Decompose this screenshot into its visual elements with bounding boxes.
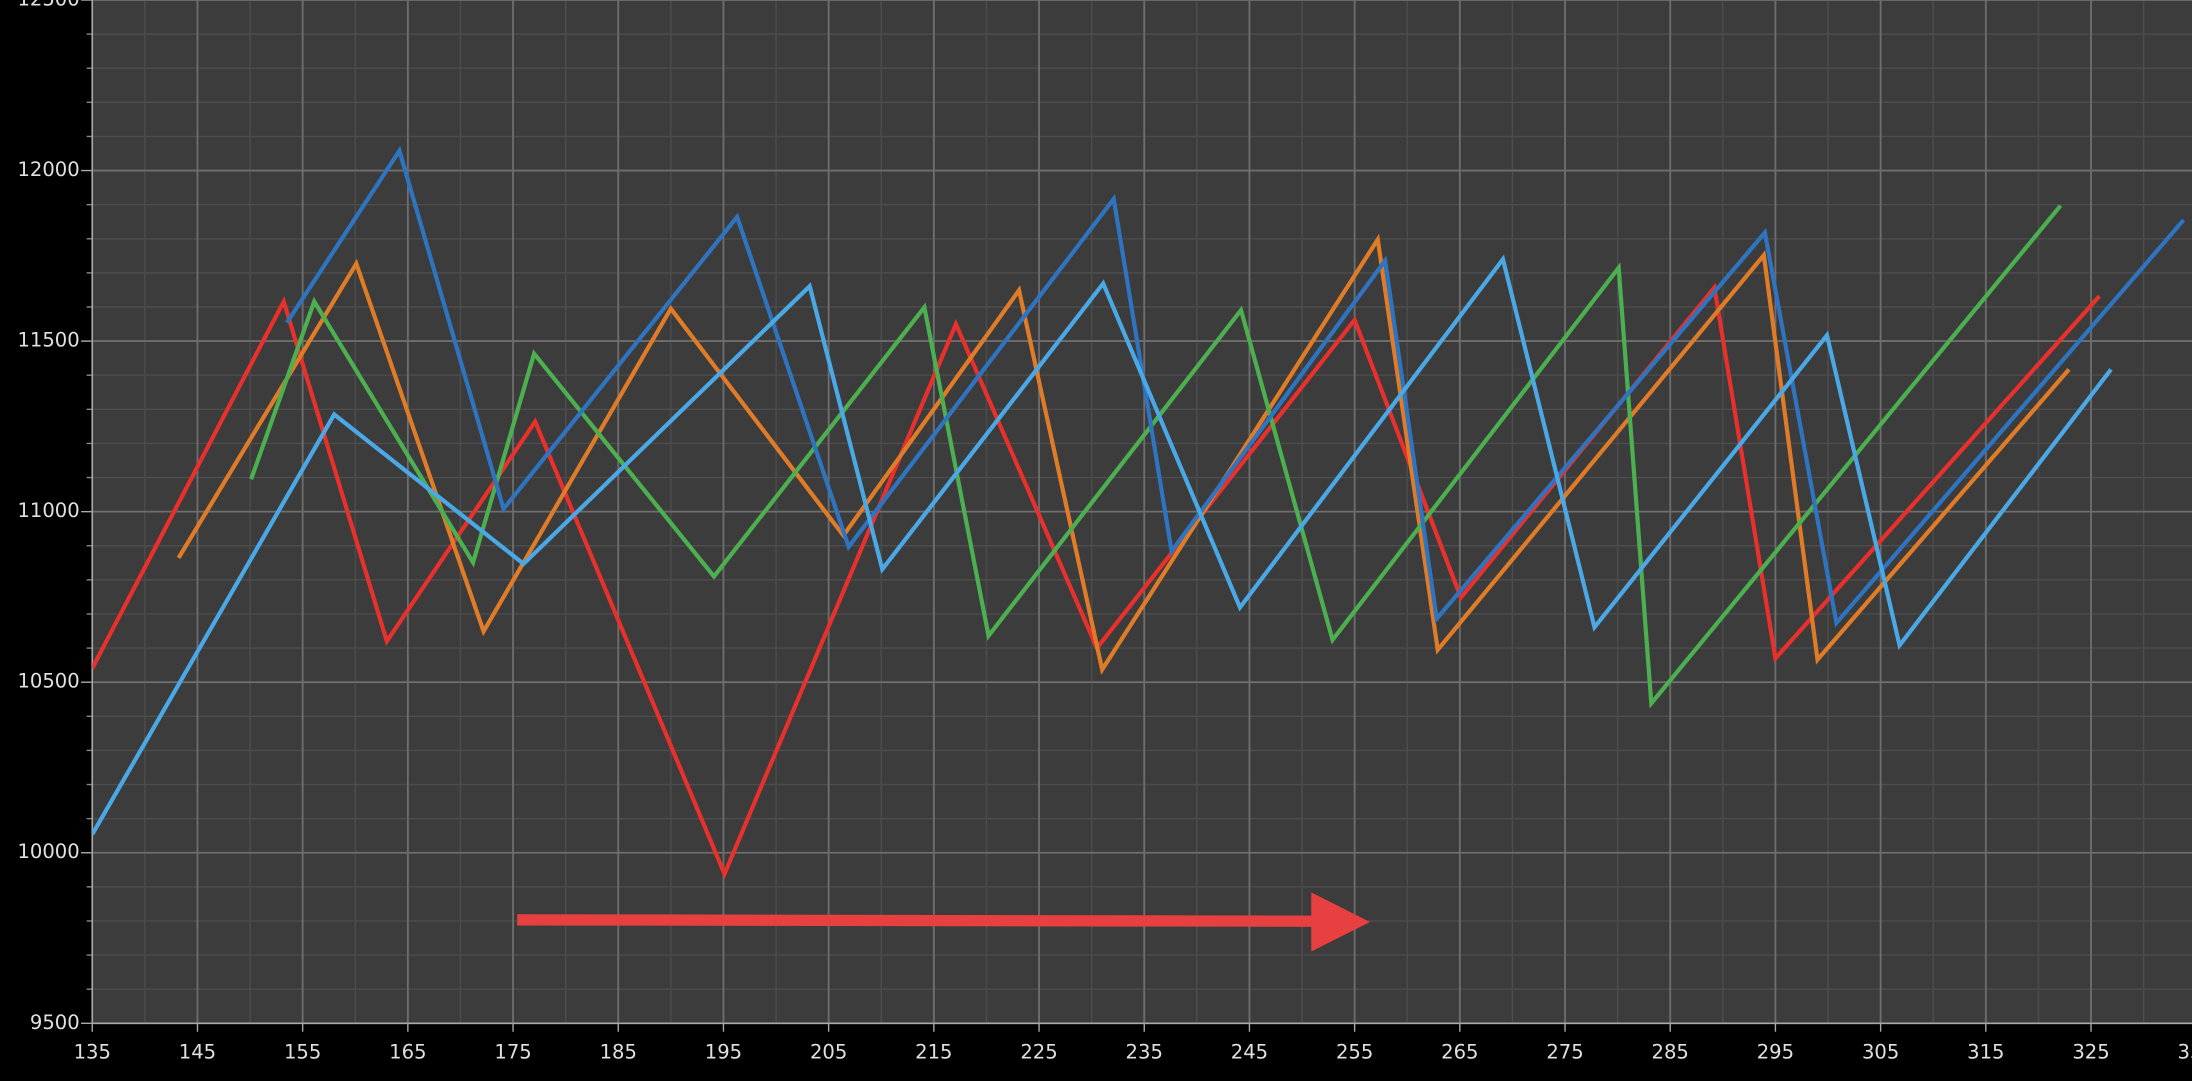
x-tick-label: 155 [284,1040,321,1063]
x-tick-label: 335 [2178,1040,2192,1063]
x-tick-label: 295 [1757,1040,1794,1063]
x-tick-label: 325 [2072,1040,2109,1063]
x-tick-label: 135 [74,1040,111,1063]
series-line [92,282,2101,880]
y-tick-label: 10000 [17,840,79,863]
x-tick-label: 185 [600,1040,637,1063]
y-tick-label: 12500 [17,0,79,11]
x-tick-label: 315 [1967,1040,2004,1063]
x-tick-label: 175 [494,1040,531,1063]
arrow-annotation [517,892,1370,952]
series-line [176,233,2071,675]
x-tick-label: 235 [1126,1040,1163,1063]
x-tick-label: 195 [705,1040,742,1063]
y-tick-label: 11500 [17,329,79,352]
x-tick-label: 285 [1652,1040,1689,1063]
arrow-head [1311,892,1370,952]
series-lines [92,145,2186,880]
y-tick-label: 11000 [17,499,79,522]
x-tick-label: 165 [389,1040,426,1063]
tick-labels: 9500 10000 10500 11000 11500 12000 12500 135 145… [17,0,2192,1063]
x-tick-label: 265 [1441,1040,1478,1063]
y-tick-label: 10500 [17,670,79,693]
arrow-shaft [517,914,1322,927]
x-tick-label: 275 [1546,1040,1583,1063]
grid [81,0,2192,1032]
series-line [92,254,2113,836]
x-tick-label: 305 [1862,1040,1899,1063]
y-tick-label: 9500 [30,1011,80,1034]
x-tick-label: 225 [1020,1040,1057,1063]
x-tick-label: 145 [179,1040,216,1063]
x-tick-label: 215 [915,1040,952,1063]
x-tick-label: 245 [1231,1040,1268,1063]
x-tick-label: 205 [810,1040,847,1063]
x-tick-label: 255 [1336,1040,1373,1063]
y-tick-label: 12000 [17,158,79,181]
